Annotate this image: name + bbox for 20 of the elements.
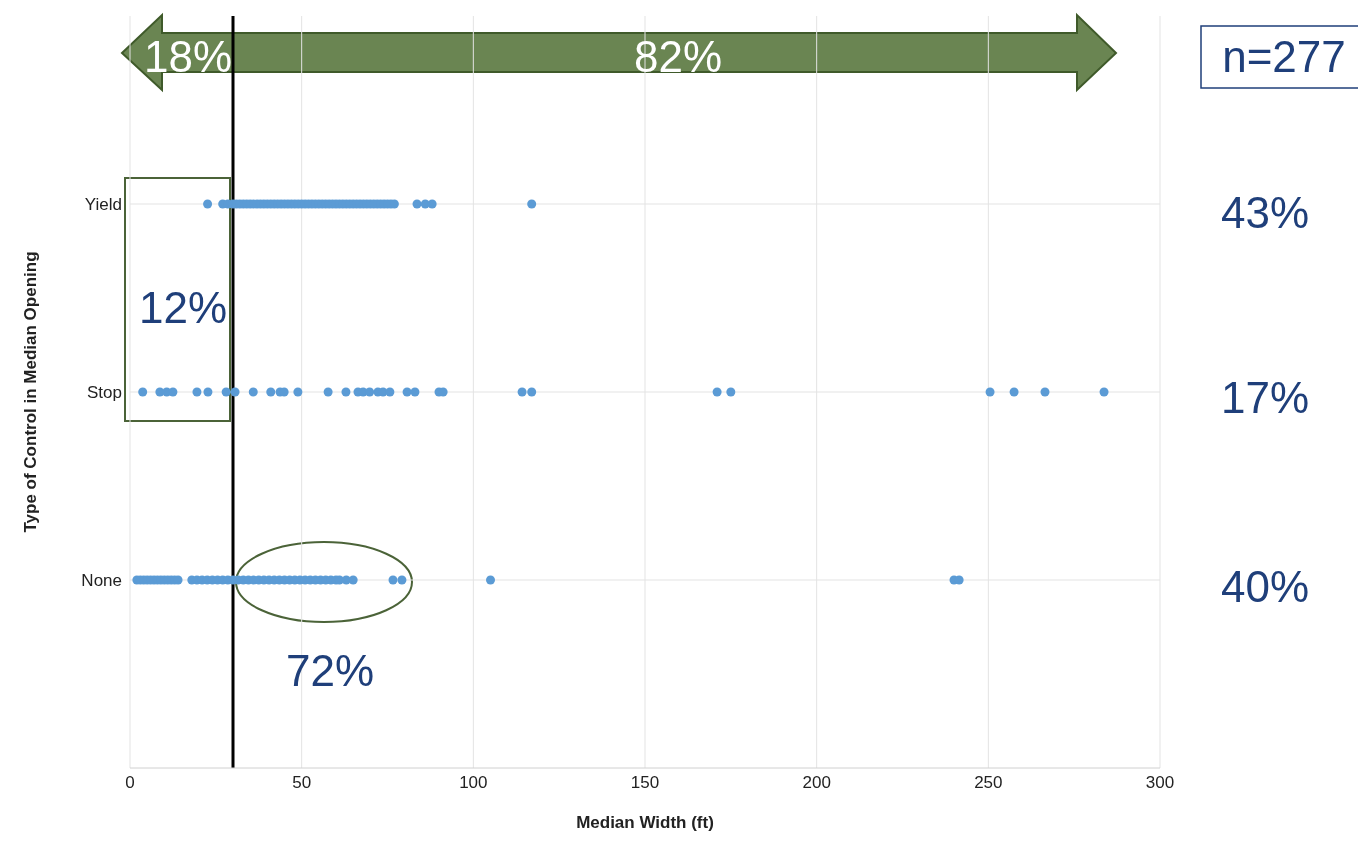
annotation: 18% [143, 32, 233, 81]
x-tick-label: 150 [630, 773, 660, 793]
x-tick-label: 200 [802, 773, 831, 793]
annotation: 82% [633, 32, 723, 81]
x-tick-label: 50 [292, 773, 312, 793]
x-tick-label: 0 [125, 773, 135, 793]
x-axis-title: Median Width (ft) [576, 813, 714, 832]
text: n=277 [1222, 32, 1346, 81]
annotation: 72% [285, 646, 375, 695]
x-tick-label: 300 [1145, 773, 1175, 793]
annotation: 12% [138, 283, 228, 332]
x-tick-label: 100 [459, 773, 488, 793]
y-axis-title: Type of Control in Median Opening [21, 251, 41, 533]
y-tick-label: Stop [87, 383, 122, 403]
text: 43% [1220, 188, 1310, 237]
text: 40% [1220, 562, 1310, 611]
y-tick-label: Yield [84, 195, 122, 215]
y-tick-label: None [81, 571, 122, 591]
x-tick-label: 250 [974, 773, 1003, 793]
text: 17% [1220, 373, 1310, 422]
